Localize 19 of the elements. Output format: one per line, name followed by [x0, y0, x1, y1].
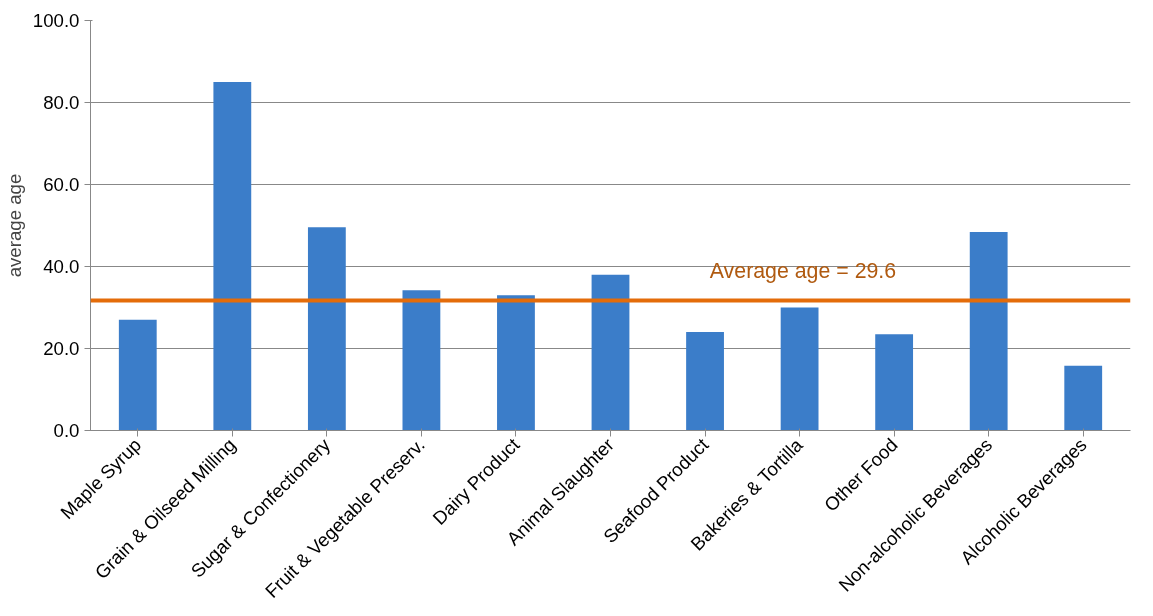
y-tick-label: 60.0	[43, 174, 80, 195]
bar	[780, 307, 819, 431]
bar	[307, 227, 346, 431]
bar	[118, 319, 157, 431]
bar	[213, 82, 252, 431]
bar	[686, 332, 724, 431]
y-tick-label: 40.0	[43, 256, 80, 277]
bar	[497, 295, 535, 431]
y-tick-label: 0.0	[53, 420, 80, 441]
bar	[875, 334, 914, 431]
annotation: Average age = 29.6	[709, 258, 897, 283]
bar	[1064, 365, 1103, 431]
y-tick-label: 20.0	[43, 338, 80, 359]
bar	[591, 274, 630, 431]
y-tick-label: 80.0	[43, 92, 80, 113]
y-tick-label: 100.0	[32, 10, 80, 31]
bar	[969, 232, 1008, 431]
bar	[402, 290, 441, 431]
y-axis-title: average age	[3, 173, 25, 278]
